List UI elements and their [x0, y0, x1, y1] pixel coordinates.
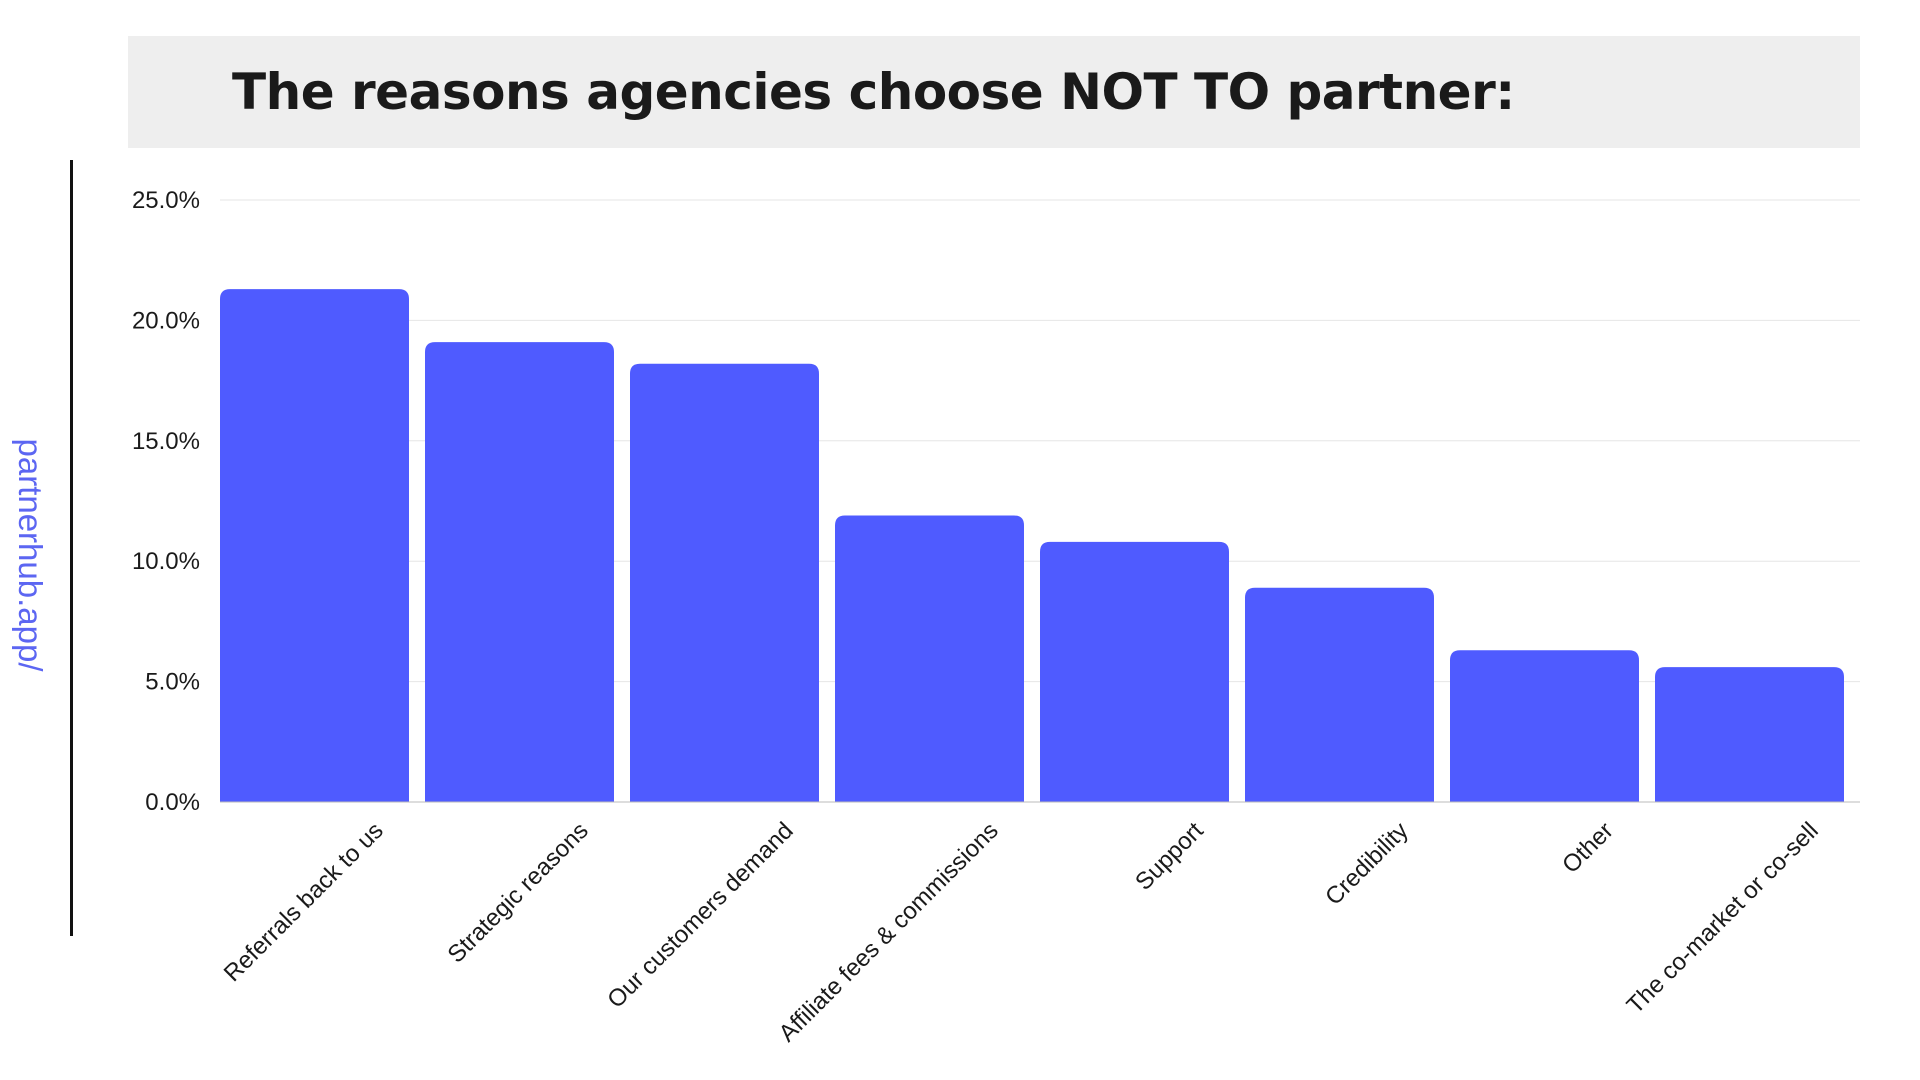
bar	[220, 289, 409, 802]
bar	[1040, 541, 1229, 802]
title-banner: The reasons agencies choose NOT TO partn…	[128, 36, 1860, 148]
x-tick-label: Our customers demand	[602, 817, 798, 1013]
bar	[1245, 587, 1434, 802]
bar	[1450, 650, 1639, 802]
x-tick-label: Other	[1557, 817, 1619, 879]
y-tick-label: 20.0%	[132, 307, 200, 334]
y-tick-label: 15.0%	[132, 428, 200, 455]
y-tick-label: 10.0%	[132, 548, 200, 575]
bar	[835, 515, 1024, 802]
bar	[425, 342, 614, 802]
x-tick-label: Support	[1130, 817, 1209, 896]
y-tick-label: 0.0%	[145, 789, 200, 816]
bar	[630, 363, 819, 802]
y-axis-ticks: 0.0% 5.0% 10.0% 15.0% 20.0% 25.0%	[132, 187, 200, 816]
x-tick-label: Referrals back to us	[219, 817, 389, 987]
bars	[220, 289, 1844, 802]
y-tick-label: 5.0%	[145, 669, 200, 696]
x-tick-label: Strategic reasons	[443, 817, 594, 968]
x-tick-label: The co-market or co-sell	[1622, 817, 1824, 1019]
page-title: The reasons agencies choose NOT TO partn…	[232, 63, 1515, 121]
x-axis-labels: Referrals back to us Strategic reasons Our…	[219, 817, 1824, 1047]
bar	[1655, 667, 1844, 802]
watermark-divider	[70, 160, 73, 936]
x-tick-label: Affiliate fees & commissions	[774, 817, 1004, 1047]
y-tick-label: 25.0%	[132, 187, 200, 214]
x-tick-label: Credibility	[1320, 817, 1414, 911]
